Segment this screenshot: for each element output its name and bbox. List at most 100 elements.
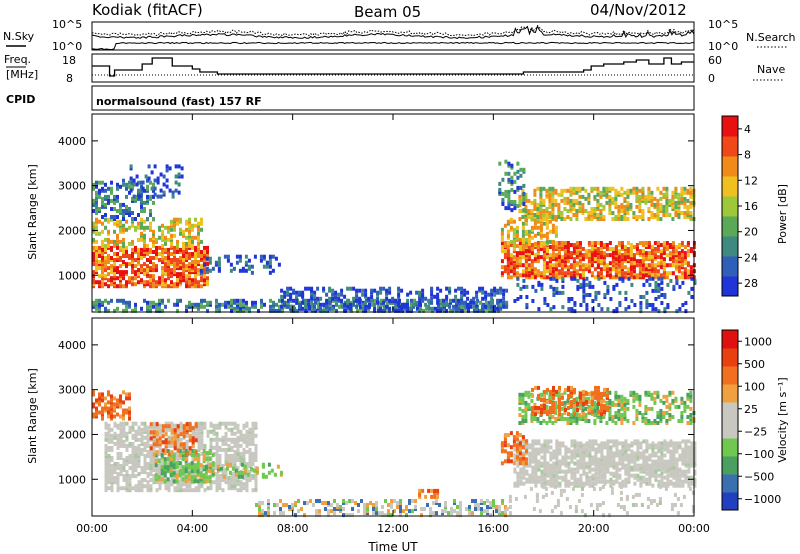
- heatmap-cell: [611, 247, 615, 251]
- heatmap-cell: [372, 507, 375, 511]
- heatmap-cell: [116, 215, 119, 219]
- heatmap-cell: [510, 208, 514, 213]
- heatmap-cell: [527, 209, 531, 213]
- heatmap-cell: [666, 282, 670, 287]
- noise-tick-right-bottom: 10^0: [708, 40, 738, 53]
- heatmap-cell: [641, 241, 645, 245]
- heatmap-cell: [585, 303, 589, 307]
- heatmap-cell: [318, 509, 321, 514]
- heatmap-cell: [500, 271, 504, 276]
- heatmap-cell: [179, 488, 183, 493]
- heatmap-cell: [146, 184, 149, 189]
- heatmap-cell: [175, 479, 179, 484]
- heatmap-cell: [635, 215, 639, 219]
- heatmap-cell: [518, 217, 522, 221]
- heatmap-cell: [510, 175, 514, 180]
- heatmap-cell: [167, 256, 170, 260]
- heatmap-cell: [678, 307, 682, 312]
- heatmap-cell: [539, 223, 543, 228]
- heatmap-cell: [208, 457, 212, 462]
- heatmap-cell: [245, 449, 249, 454]
- heatmap-cell: [361, 288, 365, 293]
- heatmap-cell: [155, 450, 159, 455]
- heatmap-cell: [116, 433, 120, 438]
- heatmap-cell: [387, 503, 390, 507]
- heatmap-cell: [170, 450, 174, 455]
- heatmap-cell: [240, 474, 244, 479]
- heatmap-cell: [119, 227, 122, 232]
- heatmap-cell: [239, 458, 243, 462]
- heatmap-cell: [563, 188, 567, 193]
- heatmap-cell: [561, 276, 565, 281]
- heatmap-cell: [160, 453, 164, 458]
- heatmap-cell: [152, 430, 156, 435]
- heatmap-cell: [92, 209, 95, 213]
- heatmap-cell: [149, 284, 152, 289]
- heatmap-cell: [549, 463, 553, 468]
- heatmap-cell: [141, 180, 145, 185]
- heatmap-cell: [542, 247, 546, 251]
- heatmap-cell: [581, 263, 585, 268]
- heatmap-cell: [128, 460, 132, 464]
- heatmap-cell: [557, 241, 561, 245]
- heatmap-cell: [152, 300, 155, 305]
- heatmap-cell: [374, 298, 377, 303]
- heatmap-cell: [119, 184, 122, 189]
- heatmap-cell: [119, 284, 122, 289]
- heatmap-cell: [272, 300, 275, 305]
- heatmap-cell: [143, 441, 147, 446]
- heatmap-cell: [608, 273, 612, 278]
- heatmap-cell: [608, 211, 612, 215]
- heatmap-cell: [542, 273, 546, 278]
- heatmap-cell: [191, 245, 194, 250]
- heatmap-cell: [576, 465, 580, 470]
- heatmap-cell: [146, 194, 149, 199]
- heatmap-cell: [156, 176, 160, 181]
- heatmap-cell: [140, 488, 144, 493]
- heatmap-cell: [158, 466, 162, 471]
- heatmap-cell: [116, 266, 119, 271]
- heatmap-cell: [333, 507, 336, 511]
- heatmap-cell: [361, 302, 365, 307]
- heatmap-cell: [390, 499, 393, 503]
- heatmap-cell: [515, 251, 519, 256]
- heatmap-cell: [125, 194, 128, 199]
- heatmap-cell: [260, 298, 263, 303]
- heatmap-cell: [537, 459, 541, 464]
- heatmap-cell: [170, 258, 173, 262]
- heatmap-cell: [442, 298, 446, 303]
- heatmap-cell: [366, 503, 369, 507]
- heatmap-cell: [173, 258, 176, 262]
- heatmap-cell: [647, 207, 651, 211]
- heatmap-cell: [185, 264, 188, 269]
- heatmap-cell: [197, 241, 200, 246]
- heatmap-cell: [107, 476, 111, 481]
- heatmap-cell: [662, 186, 666, 191]
- heatmap-cell: [516, 459, 520, 464]
- heatmap-cell: [316, 286, 320, 291]
- heatmap-cell: [614, 188, 618, 193]
- heatmap-cell: [522, 469, 526, 474]
- heatmap-cell: [128, 396, 131, 401]
- heatmap-cell: [188, 217, 191, 222]
- heatmap-cell: [566, 209, 570, 213]
- heatmap-cell: [245, 480, 249, 485]
- heatmap-cell: [98, 392, 101, 397]
- heatmap-cell: [110, 464, 114, 468]
- heatmap-cell: [507, 177, 511, 182]
- heatmap-cell: [215, 476, 219, 481]
- heatmap-cell: [477, 507, 480, 511]
- heatmap-cell: [506, 271, 510, 276]
- heatmap-cell: [397, 308, 401, 313]
- heatmap-cell: [193, 457, 197, 462]
- heatmap-cell: [579, 303, 583, 307]
- heatmap-cell: [110, 414, 113, 419]
- heatmap-cell: [573, 439, 577, 444]
- heatmap-cell: [564, 447, 568, 452]
- heatmap-cell: [137, 237, 140, 242]
- heatmap-cell: [95, 184, 98, 189]
- heatmap-cell: [92, 252, 95, 256]
- heatmap-cell: [101, 406, 104, 411]
- heatmap-cell: [551, 186, 555, 191]
